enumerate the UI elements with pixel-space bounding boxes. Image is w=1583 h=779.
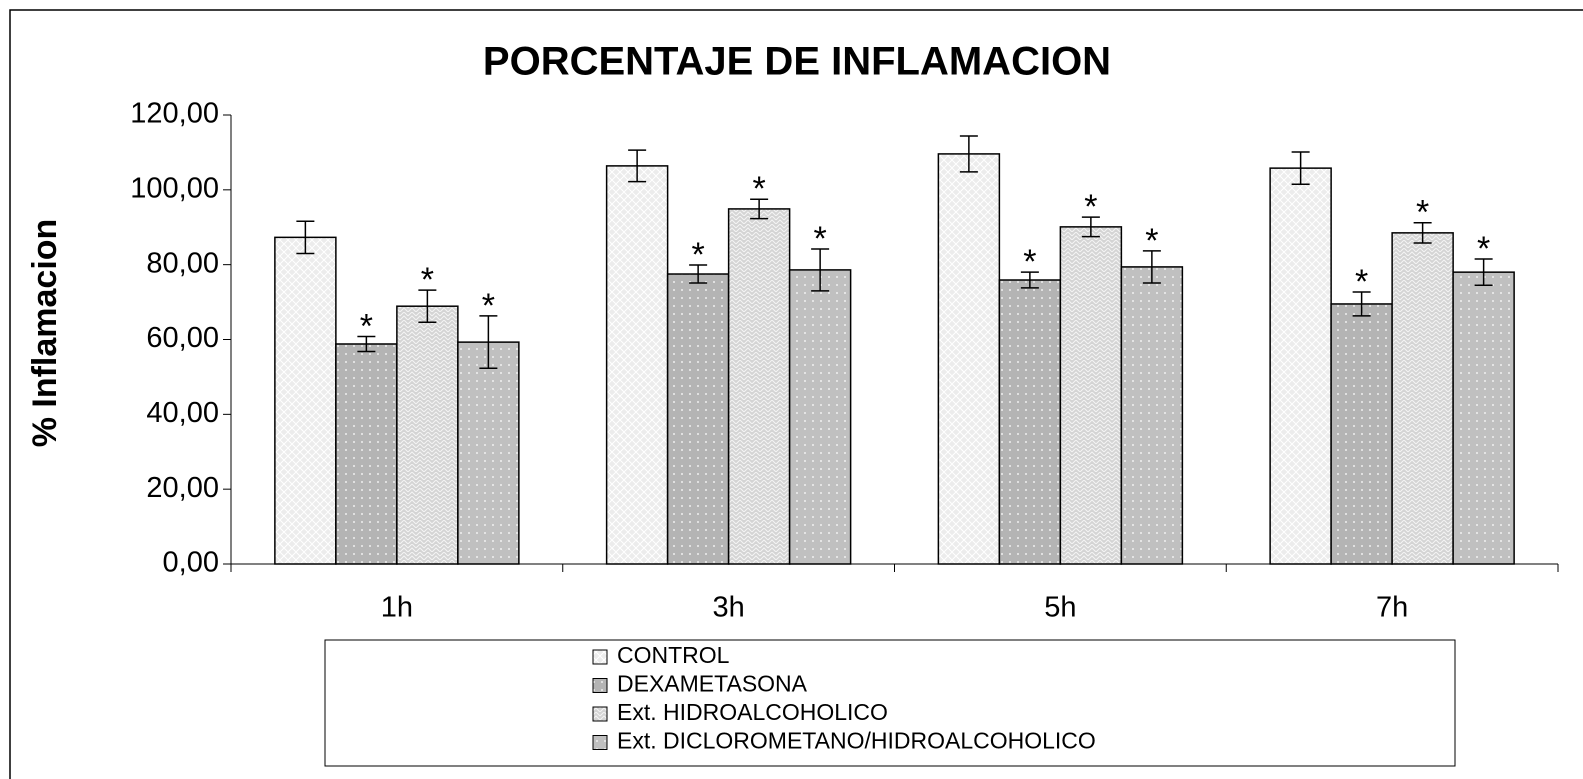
- error-bar: [1474, 258, 1493, 286]
- error-bar: [418, 289, 437, 324]
- error-bar: [479, 315, 498, 370]
- chart-title: PORCENTAJE DE INFLAMACION: [483, 40, 1111, 84]
- y-tick-label: 40,00: [146, 397, 219, 429]
- x-tick-label: 7h: [1376, 592, 1408, 624]
- significance-mark: *: [1084, 188, 1097, 226]
- chart-frame: [9, 9, 1583, 779]
- bar: [335, 343, 398, 565]
- error-bar: [1142, 250, 1161, 284]
- bar: [457, 341, 520, 565]
- legend-swatch: [592, 649, 608, 665]
- error-bar: [1291, 151, 1310, 185]
- error-bar: [296, 220, 315, 255]
- y-tick-label: 100,00: [130, 172, 219, 204]
- significance-mark: *: [360, 307, 373, 345]
- bar: [998, 279, 1062, 565]
- error-bar: [750, 198, 769, 220]
- significance-mark: *: [753, 170, 766, 208]
- error-bar: [959, 135, 978, 173]
- significance-mark: *: [421, 261, 434, 299]
- error-bar: [811, 248, 830, 292]
- error-bar: [1081, 216, 1100, 238]
- x-tick-label: 5h: [1044, 592, 1076, 624]
- legend-box: [324, 639, 1456, 767]
- bar: [937, 153, 1001, 565]
- significance-mark: *: [1355, 263, 1368, 301]
- bar: [1059, 226, 1123, 565]
- bar: [727, 208, 791, 565]
- x-tick-label: 1h: [381, 592, 413, 624]
- legend-label: Ext. HIDROALCOHOLICO: [617, 699, 888, 725]
- significance-mark: *: [814, 220, 827, 258]
- error-bar: [689, 264, 708, 284]
- bar: [1269, 167, 1332, 565]
- bar: [274, 236, 337, 565]
- significance-mark: *: [1416, 194, 1429, 232]
- y-axis-label: % Inflamacion: [26, 219, 64, 448]
- significance-mark: *: [482, 287, 495, 325]
- x-tick-label: 3h: [712, 592, 744, 624]
- bar: [788, 269, 852, 565]
- bar: [1391, 232, 1454, 565]
- bar: [666, 273, 730, 565]
- y-tick-label: 120,00: [130, 98, 219, 130]
- error-bar: [1413, 222, 1432, 244]
- legend-label: DEXAMETASONA: [617, 671, 808, 697]
- legend-swatch: [592, 706, 608, 722]
- legend-label: CONTROL: [617, 642, 730, 668]
- y-tick-label: 0,00: [163, 547, 219, 579]
- bar: [1120, 266, 1184, 565]
- significance-mark: *: [692, 236, 705, 274]
- significance-mark: *: [1145, 222, 1158, 260]
- error-bar: [628, 149, 647, 183]
- bar: [396, 305, 459, 565]
- legend-swatch: [592, 735, 608, 750]
- error-bar: [357, 335, 376, 353]
- legend-swatch: [592, 678, 608, 693]
- bar: [1452, 271, 1515, 565]
- bar: [605, 165, 669, 565]
- error-bar: [1352, 291, 1371, 317]
- y-tick-label: 20,00: [146, 472, 219, 504]
- legend-label: Ext. DICLOROMETANO/HIDROALCOHOLICO: [617, 728, 1096, 754]
- significance-mark: *: [1477, 230, 1490, 268]
- bar: [1330, 303, 1393, 565]
- y-tick-label: 80,00: [146, 247, 219, 279]
- error-bar: [1020, 271, 1039, 289]
- significance-mark: *: [1023, 243, 1036, 281]
- y-tick-label: 60,00: [146, 322, 219, 354]
